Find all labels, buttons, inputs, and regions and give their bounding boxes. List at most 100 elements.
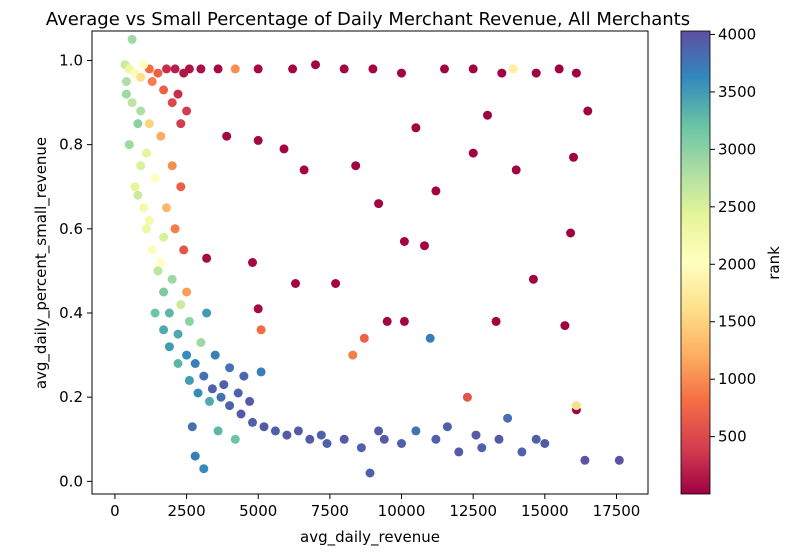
scatter-point-69 <box>159 287 169 297</box>
scatter-point-73 <box>190 359 200 368</box>
scatter-point-29 <box>222 131 232 141</box>
scatter-point-152 <box>471 430 481 440</box>
scatter-point-99 <box>614 455 624 465</box>
scatter-point-21 <box>497 68 507 78</box>
scatter-point-22 <box>508 64 518 74</box>
scatter-point-76 <box>216 392 226 402</box>
scatter-point-126 <box>173 89 183 99</box>
scatter-point-145 <box>230 434 240 444</box>
scatter-point-110 <box>176 119 186 129</box>
scatter-point-70 <box>164 308 174 318</box>
scatter-point-127 <box>182 106 192 116</box>
scatter-point-81 <box>270 426 280 436</box>
colorbar-tick-label: 3500 <box>718 83 756 101</box>
scatter-point-125 <box>159 85 169 95</box>
scatter-point-38 <box>374 199 384 209</box>
x-tick-label: 17500 <box>593 502 641 520</box>
scatter-point-87 <box>365 468 375 478</box>
scatter-point-13 <box>253 64 263 74</box>
y-tick-label: 0.8 <box>59 136 83 154</box>
scatter-point-104 <box>167 161 177 171</box>
scatter-point-14 <box>288 64 298 74</box>
scatter-point-50 <box>491 316 501 326</box>
y-tick-label: 1.0 <box>59 51 83 69</box>
scatter-point-68 <box>153 266 163 276</box>
colorbar-tick-label: 1500 <box>718 313 756 331</box>
scatter-point-62 <box>124 140 134 150</box>
x-axis-label: avg_daily_revenue <box>300 528 440 547</box>
scatter-point-20 <box>468 64 478 74</box>
scatter-point-39 <box>566 228 576 238</box>
scatter-point-85 <box>339 434 349 444</box>
scatter-point-141 <box>219 380 229 390</box>
scatter-point-86 <box>356 443 366 453</box>
x-axis: 0 2500 5000 7500 10000 12500 15000 17500 <box>110 494 640 520</box>
scatter-point-9 <box>184 64 194 74</box>
scatter-point-7 <box>170 64 180 74</box>
y-tick-label: 0.6 <box>59 220 83 238</box>
scatter-point-121 <box>205 396 214 406</box>
y-axis: 0.0 0.2 0.4 0.6 0.8 1.0 <box>59 51 92 490</box>
x-tick-label: 2500 <box>167 502 205 520</box>
scatter-point-56 <box>462 392 472 402</box>
scatter-point-43 <box>248 258 257 267</box>
scatter-point-6 <box>162 64 171 74</box>
scatter-point-101 <box>190 451 200 461</box>
scatter-point-100 <box>199 464 209 474</box>
x-tick-label: 7500 <box>311 502 349 520</box>
scatter-point-44 <box>291 279 300 288</box>
scatter-point-53 <box>425 333 435 343</box>
scatter-point-54 <box>359 333 369 343</box>
colorbar-tick-label: 4000 <box>718 25 756 43</box>
scatter-point-67 <box>147 245 157 255</box>
y-tick-label: 0.0 <box>59 472 83 490</box>
scatter-point-151 <box>442 422 452 432</box>
scatter-point-61 <box>133 119 143 129</box>
scatter-point-118 <box>225 363 235 373</box>
scatter-point-63 <box>136 161 146 171</box>
colorbar-label: rank <box>765 246 783 280</box>
scatter-point-112 <box>159 232 169 242</box>
scatter-point-131 <box>133 190 143 200</box>
scatter-point-91 <box>431 434 441 444</box>
scatter-point-74 <box>199 371 209 381</box>
scatter-point-10 <box>196 64 206 74</box>
scatter-point-25 <box>571 68 581 78</box>
scatter-point-52 <box>256 325 266 335</box>
scatter-point-64 <box>130 182 140 192</box>
scatter-point-12 <box>230 64 240 74</box>
scatter-point-33 <box>569 152 578 162</box>
scatter-point-114 <box>202 308 212 318</box>
scatter-point-142 <box>233 388 243 398</box>
scatter-point-60 <box>127 98 137 108</box>
scatter-point-31 <box>279 144 289 154</box>
scatter-point-84 <box>322 439 332 448</box>
colorbar-tick-label: 2500 <box>718 198 756 216</box>
scatter-point-106 <box>162 203 171 213</box>
scatter-point-18 <box>397 68 406 78</box>
scatter-point-89 <box>397 439 406 448</box>
scatter-point-42 <box>202 253 212 263</box>
scatter-point-129 <box>136 106 146 116</box>
colorbar-ticks: 500 1000 1500 2000 2500 3000 3500 4000 <box>710 25 756 446</box>
scatter-point-105 <box>176 182 186 192</box>
scatter-point-98 <box>580 455 590 465</box>
scatter-point-133 <box>156 258 166 267</box>
scatter-point-108 <box>179 245 189 255</box>
scatter-point-24 <box>554 64 564 74</box>
scatter-point-51 <box>560 321 570 331</box>
scatter-point-26 <box>583 106 593 116</box>
scatter-point-144 <box>256 367 266 377</box>
scatter-point-128 <box>121 89 131 99</box>
scatter-point-75 <box>207 384 217 394</box>
scatter-point-66 <box>142 224 151 234</box>
scatter-point-102 <box>144 119 154 129</box>
scatter-point-122 <box>127 34 137 44</box>
scatter-point-40 <box>399 237 409 246</box>
scatter-point-130 <box>142 148 151 158</box>
scatter-point-132 <box>144 215 154 225</box>
scatter-point-77 <box>225 401 235 411</box>
scatter-point-88 <box>379 434 389 444</box>
scatter-point-41 <box>420 241 429 251</box>
